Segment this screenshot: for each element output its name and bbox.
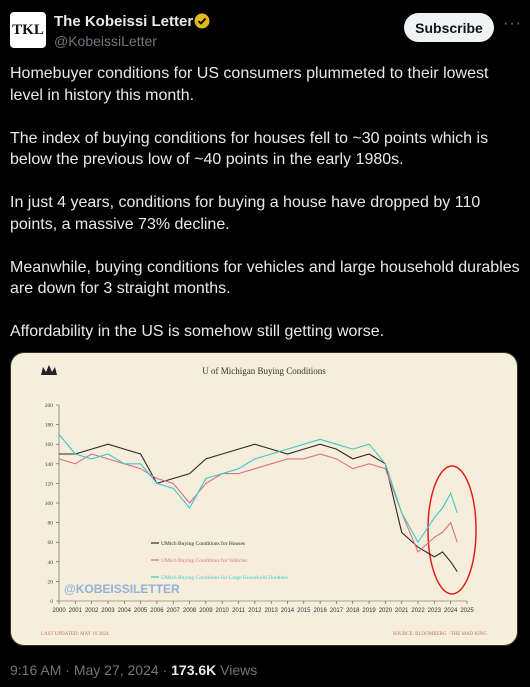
y-tick-label: 180 [45,423,54,429]
chart-background [11,353,517,645]
paragraph: Meanwhile, buying conditions for vehicle… [10,258,520,298]
paragraph: Affordability in the US is somehow still… [10,323,385,340]
x-tick-label: 2022 [411,608,425,614]
views-count: 173.6K [171,662,217,678]
y-tick-label: 100 [45,501,54,507]
updated-note: LAST UPDATED: MAY 10 2024 [41,632,109,637]
y-tick-label: 60 [48,540,54,546]
x-tick-label: 2006 [150,608,164,614]
x-tick-label: 2015 [297,608,311,614]
x-tick-label: 2005 [134,608,148,614]
legend-label: UMich Buying Conditions for Houses [161,540,245,547]
tweet-text: Homebuyer conditions for US consumers pl… [10,63,522,364]
legend-label: UMich Buying Conditions for Large Househ… [161,574,288,581]
highlight-ellipse [427,465,477,595]
paragraph: The index of buying conditions for house… [10,129,489,169]
y-tick-label: 80 [48,521,54,527]
media[interactable]: U of Michigan Buying Conditions @KOBEISS… [10,352,518,646]
series-line [59,443,458,572]
x-tick-label: 2025 [460,608,474,614]
x-tick-label: 2002 [85,608,99,614]
chart: U of Michigan Buying Conditions @KOBEISS… [11,353,517,645]
chart-title: U of Michigan Buying Conditions [202,366,326,376]
paragraph: In just 4 years, conditions for buying a… [10,194,481,233]
avatar[interactable]: TKL [10,12,46,48]
views-label: Views [220,662,258,678]
x-tick-label: 2000 [52,608,66,614]
y-tick-label: 200 [45,403,54,409]
tweet-footer: 9:16 AM · May 27, 2024 · 173.6K Views [10,662,258,678]
x-tick-label: 2023 [428,608,442,614]
x-tick-label: 2007 [167,608,181,614]
x-tick-label: 2017 [330,608,344,614]
x-tick-label: 2020 [379,608,393,614]
source-note: SOURCE: BLOOMBERG · THE MAD KING [393,632,488,637]
x-tick-label: 2009 [199,608,213,614]
watermark: @KOBEISSILETTER [64,582,180,596]
series-line [58,434,458,544]
x-tick-label: 2018 [346,608,360,614]
verified-badge [194,13,210,29]
legend-label: UMich Buying Conditions for Vehicles [161,557,247,564]
date[interactable]: May 27, 2024 [73,662,159,678]
y-tick-label: 20 [48,579,54,585]
x-tick-label: 2014 [281,608,295,614]
x-tick-label: 2016 [313,608,327,614]
x-tick-label: 2021 [395,608,409,614]
time[interactable]: 9:16 AM [10,662,62,678]
more-button[interactable]: ··· [503,15,522,32]
x-tick-label: 2024 [444,608,458,614]
x-tick-label: 2008 [183,608,197,614]
x-tick-label: 2001 [69,608,83,614]
x-tick-label: 2003 [101,608,115,614]
y-tick-label: 140 [45,462,54,468]
author-name[interactable]: The Kobeissi Letter [54,13,194,30]
crown-icon [41,365,57,375]
x-tick-label: 2011 [232,608,246,614]
series-line [58,453,458,553]
x-tick-label: 2010 [216,608,230,614]
x-tick-label: 2004 [118,608,132,614]
y-tick-label: 0 [50,599,53,605]
y-tick-label: 40 [48,560,54,566]
x-tick-label: 2013 [264,608,278,614]
x-tick-label: 2019 [362,608,376,614]
subscribe-button[interactable]: Subscribe [404,13,494,42]
x-tick-label: 2012 [248,608,262,614]
author-handle[interactable]: @KobeissiLetter [54,33,157,49]
paragraph: Homebuyer conditions for US consumers pl… [10,65,489,104]
y-tick-label: 160 [45,442,54,448]
y-tick-label: 120 [45,481,54,487]
